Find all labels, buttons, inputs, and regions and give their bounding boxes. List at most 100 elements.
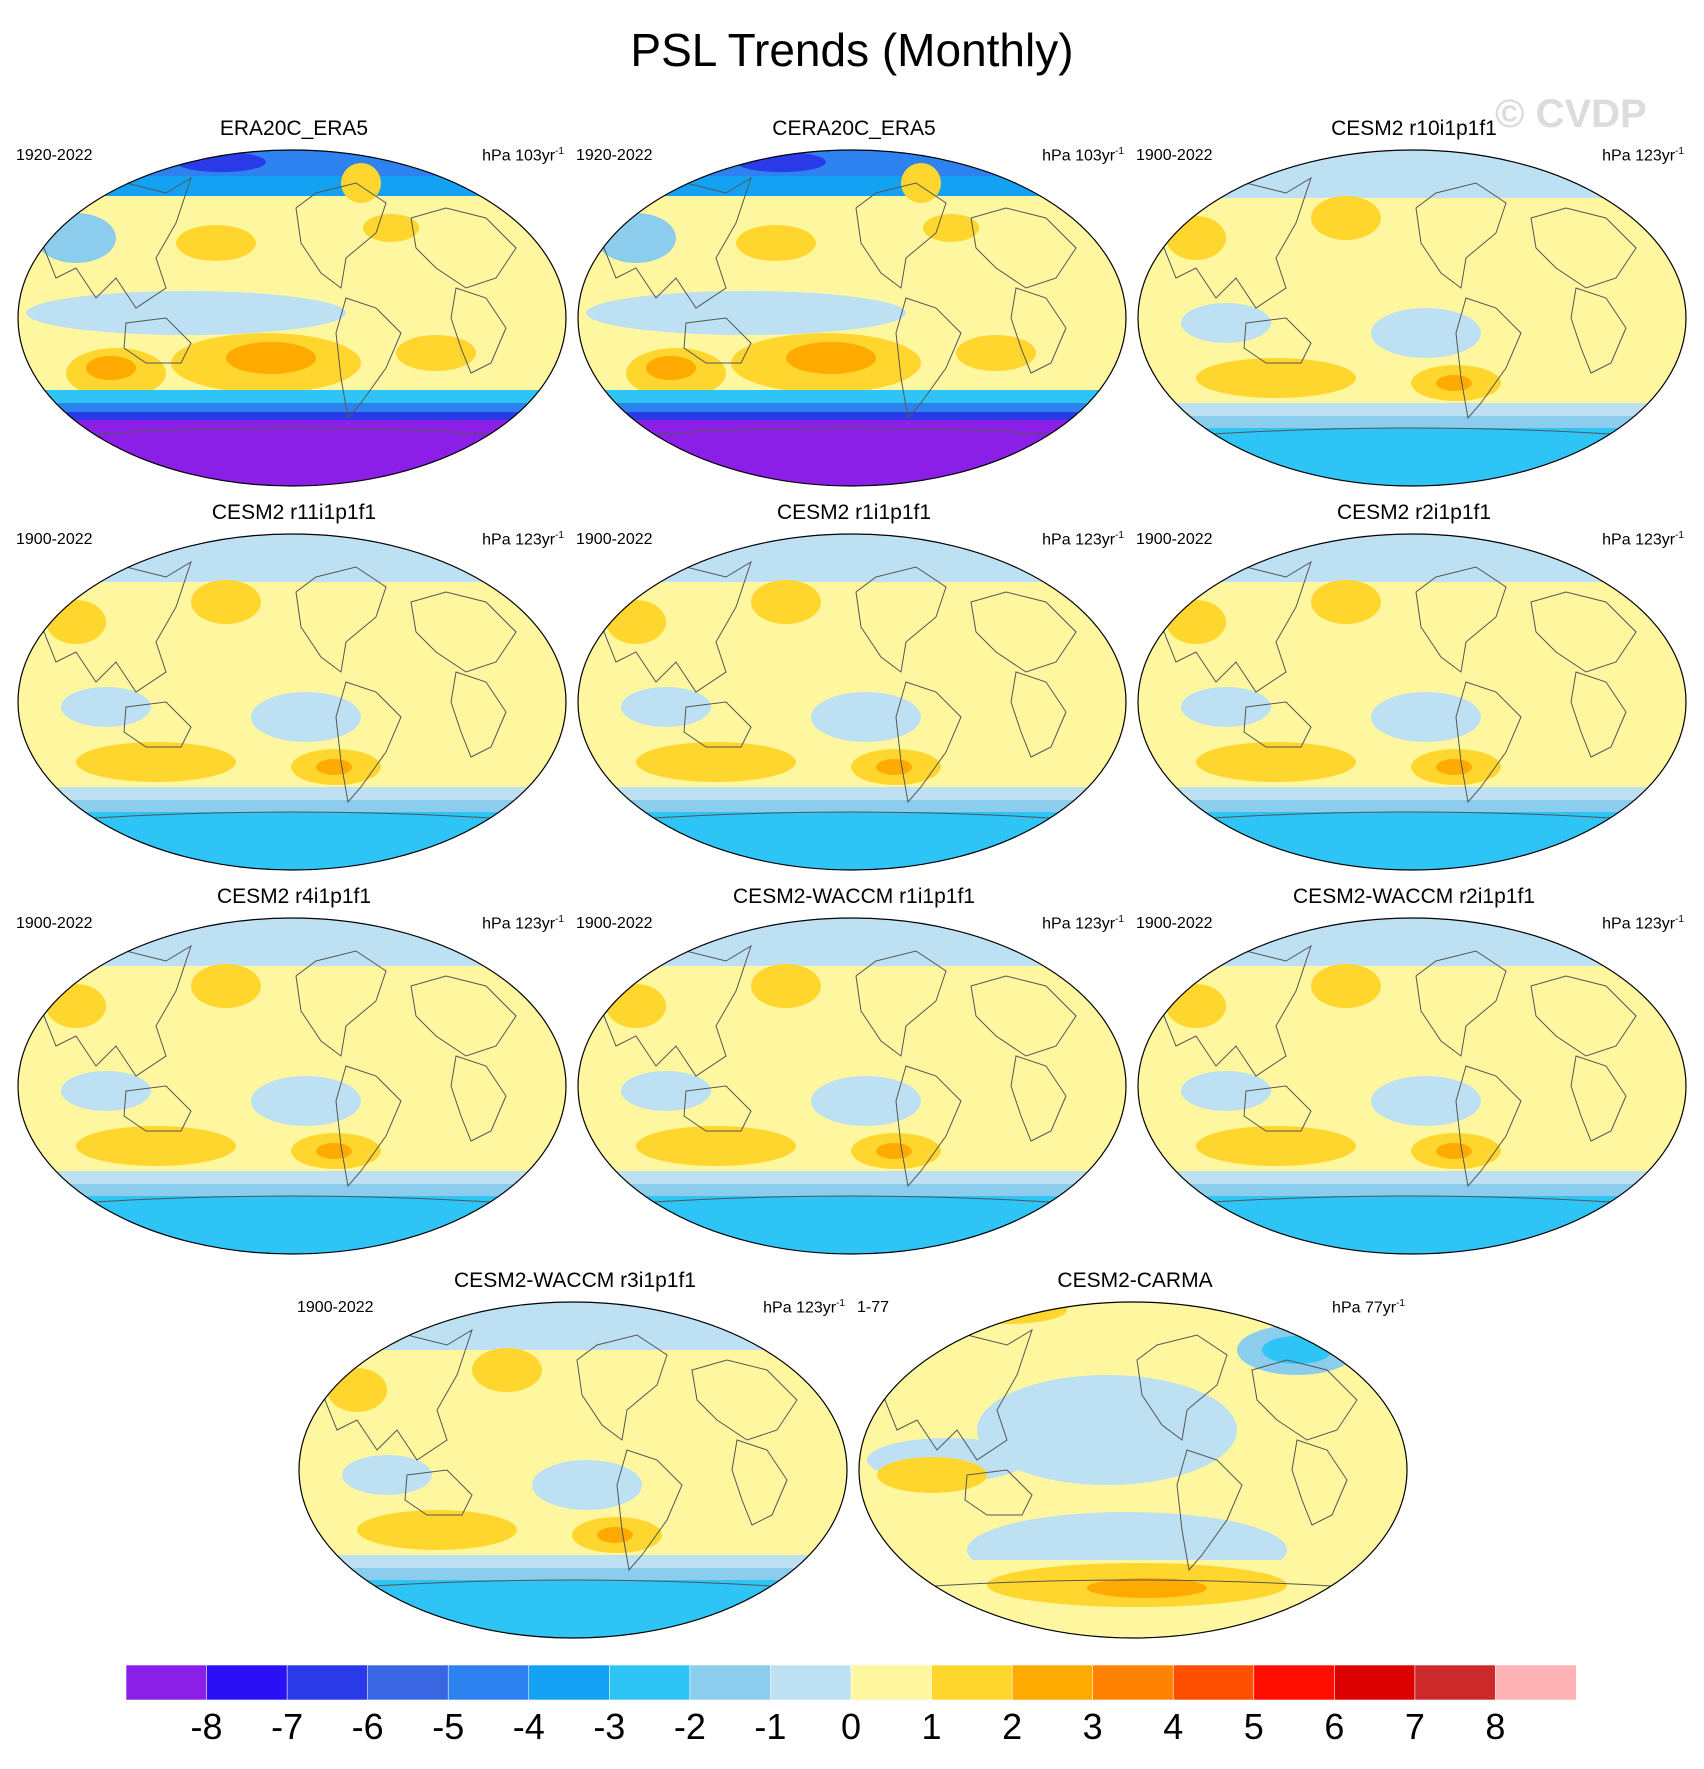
trend-region	[1371, 692, 1481, 742]
coastline	[1155, 1195, 1669, 1207]
world-map	[858, 1301, 1408, 1639]
trend-band	[578, 420, 1126, 486]
coastline	[603, 560, 752, 693]
coastline	[855, 182, 947, 289]
coastline	[295, 182, 387, 289]
coastline	[35, 427, 549, 439]
coastline	[295, 566, 387, 673]
coastline	[876, 1579, 1390, 1591]
coastline	[855, 950, 947, 1057]
coastline	[1010, 287, 1067, 374]
map-border	[1137, 149, 1687, 487]
coastline	[410, 591, 517, 673]
coastline	[731, 1439, 788, 1526]
trend-region	[1262, 1336, 1332, 1364]
colorbar-swatch	[1495, 1665, 1576, 1700]
colorbar-swatch	[689, 1665, 772, 1700]
coastline	[683, 317, 752, 364]
coastline	[603, 176, 752, 309]
trend-region	[596, 213, 676, 263]
coastline	[895, 681, 962, 804]
trend-region	[1196, 1126, 1356, 1166]
colorbar-swatch	[1414, 1665, 1497, 1700]
map-panel-cesm2-r1i1p1f1: CESM2 r1i1p1f1 1900-2022 hPa 123yr-1	[574, 500, 1134, 872]
colorbar-tick-label: -4	[512, 1706, 545, 1747]
colorbar-swatch	[206, 1665, 288, 1700]
map-panel-cesm2-r11i1p1f1: CESM2 r11i1p1f1 1900-2022 hPa 123yr-1	[14, 500, 574, 872]
coastline	[1155, 811, 1669, 823]
map-border	[577, 533, 1127, 871]
colorbar-swatch	[931, 1665, 1013, 1700]
trend-region	[1181, 687, 1271, 727]
map-border	[858, 1301, 1408, 1639]
trend-region	[977, 1375, 1237, 1485]
coastline	[335, 1065, 402, 1188]
coastline	[855, 566, 947, 673]
coastline	[595, 1195, 1109, 1207]
coastline	[1455, 681, 1522, 804]
coastline	[1530, 591, 1637, 673]
trend-region	[923, 214, 979, 242]
trend-region	[901, 163, 941, 203]
colorbar-tick-label: -1	[754, 1706, 787, 1747]
world-map	[577, 149, 1127, 487]
coastline	[1530, 975, 1637, 1057]
world-map	[577, 917, 1127, 1255]
world-map	[1137, 533, 1687, 871]
trend-region	[316, 1143, 352, 1159]
colorbar-tick-label: -7	[271, 1706, 304, 1747]
trend-region	[1166, 600, 1226, 644]
trend-region	[191, 964, 261, 1008]
coastline	[1570, 1055, 1627, 1142]
trend-region	[786, 342, 876, 374]
trend-region	[621, 687, 711, 727]
colorbar-swatch	[367, 1665, 450, 1700]
colorbar-swatch	[770, 1665, 852, 1700]
coastline	[1136, 1334, 1228, 1441]
panel-years: 1900-2022	[1136, 531, 1213, 548]
coastline	[335, 681, 402, 804]
colorbar-tick-label: -2	[673, 1706, 706, 1747]
coastline	[616, 1449, 683, 1572]
coastline	[683, 701, 752, 748]
trend-region	[1371, 308, 1481, 358]
world-map	[17, 917, 567, 1255]
trend-region	[1196, 358, 1356, 398]
panel-title: CESM2-WACCM r2i1p1f1	[1293, 885, 1535, 908]
world-map	[1137, 149, 1687, 487]
panel-years: 1920-2022	[16, 147, 93, 164]
panel-units: hPa 103yr-1	[482, 146, 564, 165]
colorbar-swatch	[286, 1665, 369, 1700]
trend-region	[811, 692, 921, 742]
coastline	[35, 1195, 549, 1207]
map-border	[1137, 533, 1687, 871]
colorbar-tick-label: 1	[921, 1706, 942, 1747]
coastline	[576, 1334, 668, 1441]
trend-region	[86, 356, 136, 380]
coastline	[595, 811, 1109, 823]
trend-region	[1311, 196, 1381, 240]
trend-region	[61, 687, 151, 727]
map-border	[577, 149, 1127, 487]
coastline	[1570, 287, 1627, 374]
cvdp-watermark: © CVDP	[1495, 92, 1647, 136]
trend-region	[811, 1076, 921, 1126]
trend-region	[472, 1348, 542, 1392]
coastline	[123, 701, 192, 748]
map-border	[298, 1301, 848, 1639]
coastline	[1163, 944, 1312, 1077]
coastline	[1570, 671, 1627, 758]
trend-region	[586, 291, 906, 335]
coastline	[35, 811, 549, 823]
panel-years: 1900-2022	[1136, 915, 1213, 932]
panel-title: CESM2-WACCM r3i1p1f1	[454, 1269, 696, 1292]
coastline	[316, 1579, 830, 1591]
coastline	[1291, 1439, 1348, 1526]
panel-units: hPa 123yr-1	[1602, 914, 1684, 933]
coastline	[884, 1328, 1033, 1461]
trend-region	[636, 742, 796, 782]
panel-units: hPa 103yr-1	[1042, 146, 1124, 165]
world-map	[17, 533, 567, 871]
coastline	[1163, 176, 1312, 309]
world-map	[1137, 917, 1687, 1255]
